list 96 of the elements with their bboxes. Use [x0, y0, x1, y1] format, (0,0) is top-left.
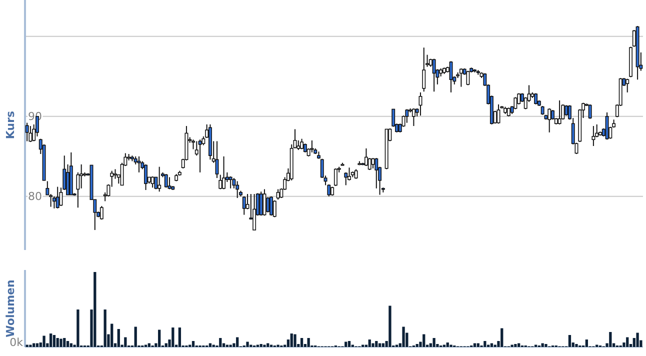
bar: [63, 338, 66, 347]
candlestick: [222, 156, 226, 190]
candlestick: [564, 104, 568, 116]
bar: [76, 310, 80, 347]
candlestick: [259, 191, 263, 216]
y-tick-label: 80: [28, 190, 42, 203]
candlestick: [28, 126, 32, 142]
bar: [56, 338, 59, 347]
candlestick: [56, 186, 60, 209]
candlestick: [252, 194, 256, 230]
bar: [575, 344, 578, 347]
candlestick: [558, 100, 562, 125]
bar: [158, 330, 161, 347]
candlestick: [374, 158, 378, 189]
bar: [94, 272, 96, 347]
candlestick: [114, 168, 117, 180]
bar: [260, 344, 262, 347]
candlestick: [432, 58, 436, 92]
bar: [290, 334, 293, 347]
bar: [348, 341, 351, 347]
bar: [585, 340, 588, 347]
bar: [294, 334, 296, 347]
candlestick: [327, 184, 331, 197]
candlestick: [242, 196, 246, 216]
bar: [636, 332, 639, 347]
bar: [49, 334, 52, 347]
bar: [219, 338, 222, 347]
bar: [52, 335, 56, 347]
candlestick: [561, 104, 565, 120]
candlestick: [100, 206, 104, 220]
bar: [375, 341, 378, 347]
candlestick: [228, 176, 232, 189]
bar: [568, 335, 572, 347]
candlestick: [422, 47, 426, 92]
y-axis-title: Kurs: [4, 110, 17, 140]
bar: [609, 332, 612, 347]
candlestick: [266, 196, 270, 213]
bar: [422, 334, 426, 347]
bar: [178, 328, 182, 347]
candlestick: [405, 108, 409, 124]
candlestick: [348, 167, 351, 181]
candlestick: [364, 148, 368, 166]
candlestick: [344, 172, 348, 186]
candlestick: [272, 200, 276, 218]
bar: [307, 338, 310, 347]
candlestick: [412, 108, 416, 126]
candlestick: [459, 68, 463, 88]
candlestick: [592, 126, 596, 146]
bar: [60, 338, 62, 347]
bar: [484, 341, 486, 347]
text: 0k: [10, 336, 24, 349]
bar: [134, 326, 137, 347]
candlestick: [551, 110, 554, 120]
candlestick: [626, 78, 630, 93]
candlestick: [25, 122, 29, 142]
bar: [402, 326, 405, 347]
y-axis-title: Wolumen: [4, 280, 17, 338]
candlestick: [144, 164, 148, 190]
bar: [432, 338, 436, 347]
bar: [236, 337, 239, 347]
bar: [117, 329, 120, 347]
candlestick: [588, 104, 592, 120]
bar: [110, 324, 114, 347]
bar: [416, 344, 418, 347]
candlestick: [354, 168, 358, 180]
bar: [544, 344, 548, 347]
bar: [626, 337, 629, 347]
bar: [42, 336, 46, 347]
bar: [446, 342, 449, 347]
candlestick: [548, 108, 552, 133]
candlestick: [215, 140, 219, 178]
candlestick: [517, 92, 521, 105]
candlestick: [164, 174, 168, 188]
bar: [66, 341, 70, 347]
bar: [192, 341, 195, 347]
bar: [104, 310, 106, 347]
bar: [514, 344, 517, 347]
candlestick: [276, 188, 280, 200]
bar: [246, 342, 249, 347]
candlestick: [371, 158, 375, 169]
bar: [500, 328, 504, 347]
candlestick: [52, 196, 56, 209]
bar: [300, 338, 304, 347]
candlestick: [534, 92, 538, 105]
bar: [368, 340, 371, 347]
bar: [172, 328, 174, 347]
bar: [124, 337, 127, 347]
candlestick: [310, 140, 314, 153]
candlestick: [218, 174, 222, 190]
candlestick: [270, 196, 273, 216]
candlestick: [158, 166, 162, 192]
candlestick: [334, 168, 338, 186]
candlestick: [236, 180, 240, 198]
bar: [388, 306, 392, 347]
candlestick: [198, 139, 202, 173]
bar: [372, 343, 374, 347]
